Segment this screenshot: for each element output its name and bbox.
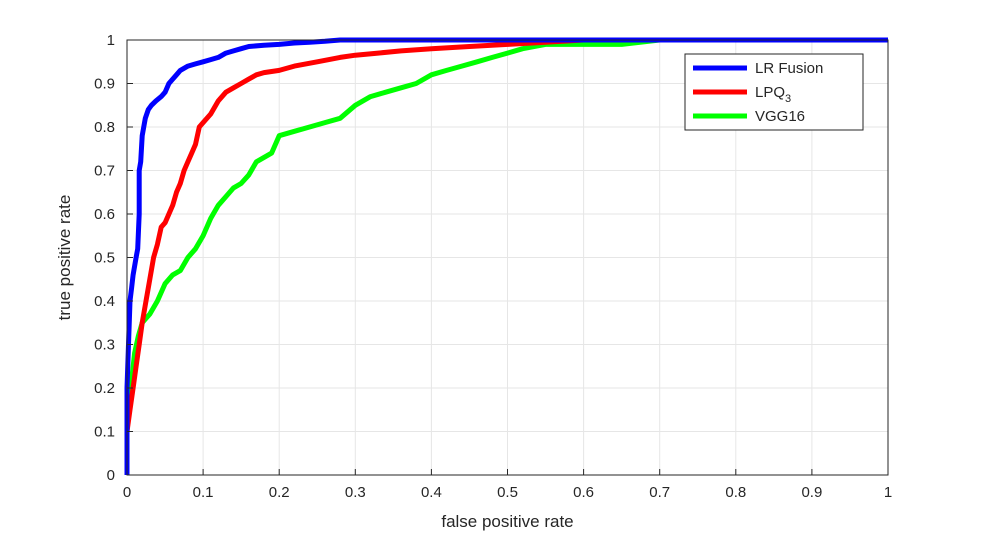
x-tick-label: 0.5: [497, 484, 518, 501]
legend-label: VGG16: [755, 108, 805, 125]
x-tick-label: 0.8: [725, 484, 746, 501]
y-tick-label: 1: [107, 32, 115, 49]
x-tick-label: 0.2: [269, 484, 290, 501]
x-tick-label: 0.1: [193, 484, 214, 501]
x-tick-label: 0.9: [801, 484, 822, 501]
series-line-lpq3: [124, 37, 888, 475]
y-tick-label: 0.9: [94, 76, 115, 93]
x-axis-title: false positive rate: [441, 512, 573, 531]
legend-label: LPQ3: [755, 84, 791, 105]
y-tick-label: 0.4: [94, 293, 115, 310]
legend: LR Fusion LPQ3 VGG16: [684, 53, 864, 131]
y-tick-label: 0: [107, 467, 115, 484]
x-tick-label: 0.7: [649, 484, 670, 501]
x-tick-label: 0.6: [573, 484, 594, 501]
y-tick-label: 0.7: [94, 163, 115, 180]
x-tick-label: 0: [123, 484, 131, 501]
y-tick-label: 0.8: [94, 119, 115, 136]
x-tick-label: 0.3: [345, 484, 366, 501]
legend-label: LR Fusion: [755, 60, 823, 77]
series-line-vgg16: [124, 37, 888, 475]
axis-ticks: 0 0.1 0.2 0.3 0.4 0.5 0.6 0.7 0.8 0.9 1 0 0.1 0.2 0.3 0…: [94, 32, 892, 501]
y-tick-label: 0.6: [94, 206, 115, 223]
x-tick-label: 1: [884, 484, 892, 501]
x-tick-label: 0.4: [421, 484, 442, 501]
y-tick-label: 0.2: [94, 380, 115, 397]
y-tick-label: 0.5: [94, 250, 115, 267]
y-tick-label: 0.3: [94, 337, 115, 354]
y-axis-title: true positive rate: [55, 195, 74, 321]
y-tick-label: 0.1: [94, 424, 115, 441]
